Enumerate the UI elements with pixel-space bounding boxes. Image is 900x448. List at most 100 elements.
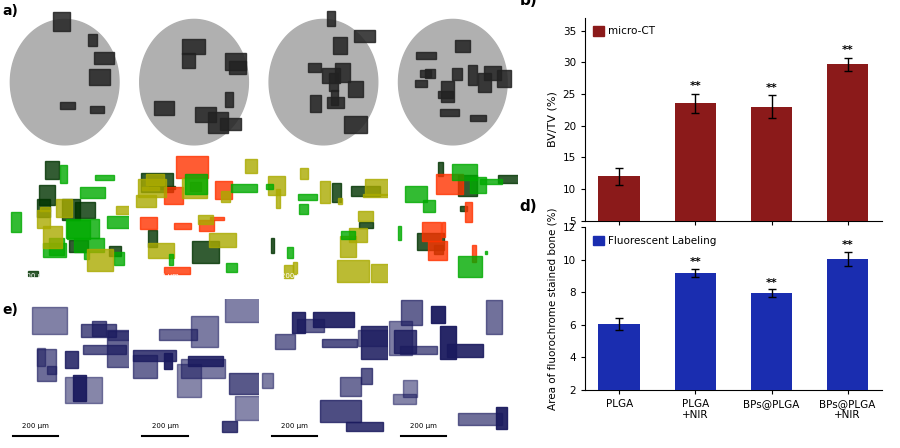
Polygon shape <box>362 326 388 359</box>
Polygon shape <box>73 375 86 401</box>
Polygon shape <box>415 80 427 87</box>
Polygon shape <box>32 306 67 334</box>
Polygon shape <box>441 82 454 102</box>
Polygon shape <box>431 306 446 323</box>
Polygon shape <box>436 173 463 194</box>
Text: **: ** <box>766 83 778 93</box>
Polygon shape <box>484 65 501 80</box>
Polygon shape <box>417 233 444 250</box>
Polygon shape <box>28 271 38 276</box>
Polygon shape <box>185 174 207 194</box>
Polygon shape <box>195 107 216 122</box>
Polygon shape <box>84 251 89 259</box>
Polygon shape <box>393 394 416 404</box>
Polygon shape <box>210 217 224 220</box>
Polygon shape <box>434 245 443 254</box>
Polygon shape <box>364 179 388 194</box>
Polygon shape <box>426 69 436 78</box>
Polygon shape <box>363 194 391 197</box>
Polygon shape <box>59 102 76 109</box>
Polygon shape <box>80 186 105 198</box>
Polygon shape <box>457 175 477 196</box>
Polygon shape <box>225 290 266 322</box>
Polygon shape <box>348 81 364 97</box>
Legend: Fluorescent Labeling: Fluorescent Labeling <box>590 233 719 249</box>
Polygon shape <box>498 175 529 183</box>
Polygon shape <box>440 109 459 116</box>
Text: a): a) <box>3 4 19 18</box>
Polygon shape <box>169 254 173 265</box>
Polygon shape <box>428 241 446 260</box>
Polygon shape <box>485 251 488 254</box>
Polygon shape <box>297 319 324 332</box>
Polygon shape <box>236 396 272 420</box>
Polygon shape <box>320 181 330 202</box>
Bar <box>675 273 716 422</box>
Text: **: ** <box>689 82 701 91</box>
Bar <box>751 107 792 252</box>
Text: 200 μm: 200 μm <box>22 273 49 279</box>
Bar <box>598 177 640 252</box>
Polygon shape <box>208 112 228 133</box>
Polygon shape <box>176 364 201 397</box>
Polygon shape <box>423 200 435 212</box>
Polygon shape <box>346 422 382 431</box>
Polygon shape <box>230 373 262 394</box>
Polygon shape <box>66 377 102 403</box>
Polygon shape <box>420 70 431 77</box>
Polygon shape <box>455 40 470 52</box>
Bar <box>598 324 640 422</box>
Polygon shape <box>140 217 157 229</box>
Polygon shape <box>486 300 502 334</box>
Polygon shape <box>320 400 362 422</box>
Polygon shape <box>472 245 476 262</box>
Polygon shape <box>209 233 236 247</box>
Polygon shape <box>146 174 165 185</box>
Text: **: ** <box>842 241 853 250</box>
Polygon shape <box>480 179 502 185</box>
Polygon shape <box>362 368 372 384</box>
Polygon shape <box>94 175 114 180</box>
Polygon shape <box>215 181 232 198</box>
Polygon shape <box>416 52 436 59</box>
Polygon shape <box>181 359 225 379</box>
Polygon shape <box>398 226 401 240</box>
Polygon shape <box>37 349 56 381</box>
Polygon shape <box>108 331 146 340</box>
Polygon shape <box>341 231 356 239</box>
Polygon shape <box>225 53 246 69</box>
Polygon shape <box>43 243 66 257</box>
Polygon shape <box>94 52 113 64</box>
Text: **: ** <box>689 258 701 267</box>
Polygon shape <box>192 241 219 263</box>
Polygon shape <box>53 13 70 30</box>
Polygon shape <box>308 63 321 73</box>
Polygon shape <box>109 246 121 256</box>
Polygon shape <box>271 237 274 254</box>
Polygon shape <box>322 68 340 83</box>
Polygon shape <box>269 19 378 145</box>
Bar <box>675 103 716 252</box>
Polygon shape <box>310 95 321 112</box>
Polygon shape <box>358 330 390 346</box>
Polygon shape <box>114 252 124 265</box>
Polygon shape <box>43 226 62 248</box>
Polygon shape <box>293 263 296 274</box>
Polygon shape <box>458 414 502 426</box>
Polygon shape <box>67 220 90 239</box>
Polygon shape <box>183 39 204 54</box>
Text: d): d) <box>519 199 537 214</box>
Polygon shape <box>148 229 157 247</box>
Text: 200 μm: 200 μm <box>410 273 437 279</box>
Polygon shape <box>292 312 305 333</box>
Polygon shape <box>81 324 116 337</box>
Polygon shape <box>422 222 441 241</box>
Polygon shape <box>83 345 126 354</box>
Polygon shape <box>141 173 173 192</box>
Polygon shape <box>75 238 104 252</box>
Polygon shape <box>354 30 375 43</box>
Text: 200 μm: 200 μm <box>22 422 49 429</box>
Polygon shape <box>351 186 380 196</box>
Text: e): e) <box>3 303 19 317</box>
Polygon shape <box>231 184 256 192</box>
